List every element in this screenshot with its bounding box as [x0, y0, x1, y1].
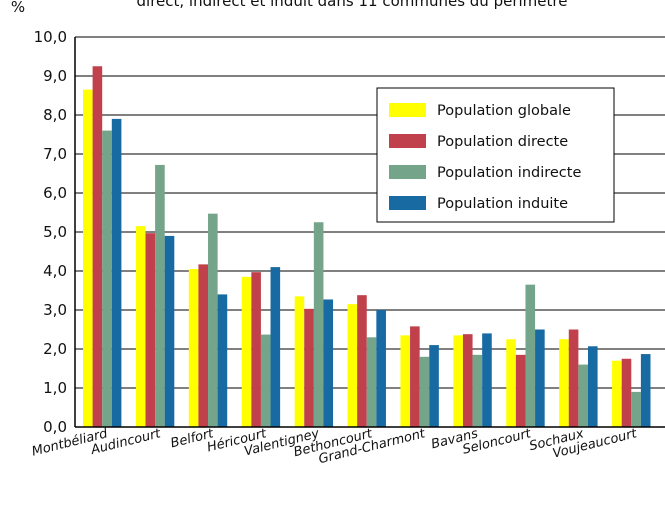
legend-entry: Population induite	[437, 196, 568, 212]
bar-population-globale	[559, 339, 569, 427]
legend-swatch	[389, 165, 426, 179]
bar-population-indirecte	[472, 354, 483, 427]
bar-population-induite	[587, 346, 598, 427]
bar-population-induite	[376, 310, 386, 427]
bar-population-globale	[83, 89, 93, 428]
bar-population-directe	[92, 66, 103, 427]
bar-population-globale	[241, 276, 252, 427]
bar-population-indirecte	[525, 284, 536, 427]
bar-population-induite	[164, 235, 175, 427]
bar-population-induite	[111, 118, 122, 428]
bar-population-directe	[410, 326, 420, 427]
bar-population-globale	[135, 226, 146, 427]
bar-population-indirecte	[366, 337, 377, 427]
legend-swatch	[389, 196, 426, 210]
legend-swatch	[389, 134, 426, 148]
bar-population-globale	[400, 335, 411, 427]
bar-population-directe	[621, 358, 632, 427]
bar-population-globale	[347, 304, 358, 427]
y-tick-label: 9,0	[43, 67, 67, 85]
legend-entry: Population indirecte	[437, 165, 581, 181]
bar-population-directe	[357, 295, 367, 427]
bar-population-indirecte	[631, 391, 641, 427]
y-tick-label: 3,0	[43, 301, 67, 319]
y-tick-label: 4,0	[43, 262, 67, 280]
legend-entry: Population directe	[437, 134, 568, 150]
y-axis-ticks: 0,0 1,0 2,0 3,0 4,0 5,0 6,0 7,0 8,0 9,0 10,0	[34, 28, 67, 436]
axes	[74, 37, 665, 428]
y-tick-label: 10,0	[34, 28, 67, 46]
y-tick-label: 0,0	[43, 418, 67, 436]
y-tick-label: 8,0	[43, 106, 67, 124]
legend: Population globale Population directe Popu…	[376, 87, 615, 223]
bar-population-indirecte	[155, 164, 165, 428]
bar-population-directe	[515, 354, 526, 427]
bar-population-induite	[535, 329, 545, 427]
bar-population-directe	[304, 308, 314, 427]
y-tick-label: 1,0	[43, 379, 67, 397]
legend-swatch	[389, 103, 426, 117]
legend-entry: Population globale	[437, 103, 571, 119]
y-tick-label: 6,0	[43, 184, 67, 202]
bars	[83, 66, 651, 428]
y-tick-label: 5,0	[43, 223, 67, 241]
bar-population-directe	[145, 233, 156, 427]
bar-population-induite	[429, 345, 439, 427]
bar-population-indirecte	[578, 364, 588, 427]
bar-population-induite	[270, 267, 281, 427]
bar-population-directe	[251, 272, 261, 427]
chart-title: direct, indirect et induit dans 11 commu…	[137, 0, 568, 10]
bar-population-indirecte	[208, 213, 218, 427]
bar-population-indirecte	[102, 130, 112, 427]
bar-population-globale	[506, 339, 516, 427]
bar-population-indirecte	[419, 356, 430, 427]
bar-population-globale	[453, 335, 463, 427]
y-axis-label: %	[11, 0, 25, 16]
bar-population-directe	[462, 334, 473, 427]
bar-population-indirecte	[313, 222, 324, 427]
bar-population-directe	[198, 264, 209, 427]
bar-population-induite	[323, 299, 334, 427]
bar-population-globale	[612, 360, 622, 427]
bar-population-globale	[188, 269, 199, 427]
y-tick-label: 7,0	[43, 145, 67, 163]
bar-population-globale	[294, 296, 305, 427]
bar-population-induite	[217, 294, 228, 427]
bar-population-indirecte	[260, 334, 271, 427]
bar-population-induite	[640, 354, 651, 427]
y-tick-label: 2,0	[43, 340, 67, 358]
bar-population-induite	[482, 333, 492, 427]
bar-population-directe	[568, 329, 579, 427]
